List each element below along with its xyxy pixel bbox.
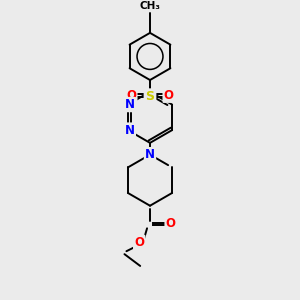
Text: O: O	[166, 218, 176, 230]
Text: N: N	[145, 148, 155, 161]
Text: O: O	[126, 89, 136, 102]
Text: N: N	[125, 124, 135, 136]
Text: CH₃: CH₃	[140, 1, 160, 11]
Text: O: O	[164, 89, 174, 102]
Text: S: S	[146, 90, 154, 103]
Text: N: N	[125, 98, 135, 111]
Text: O: O	[134, 236, 144, 249]
